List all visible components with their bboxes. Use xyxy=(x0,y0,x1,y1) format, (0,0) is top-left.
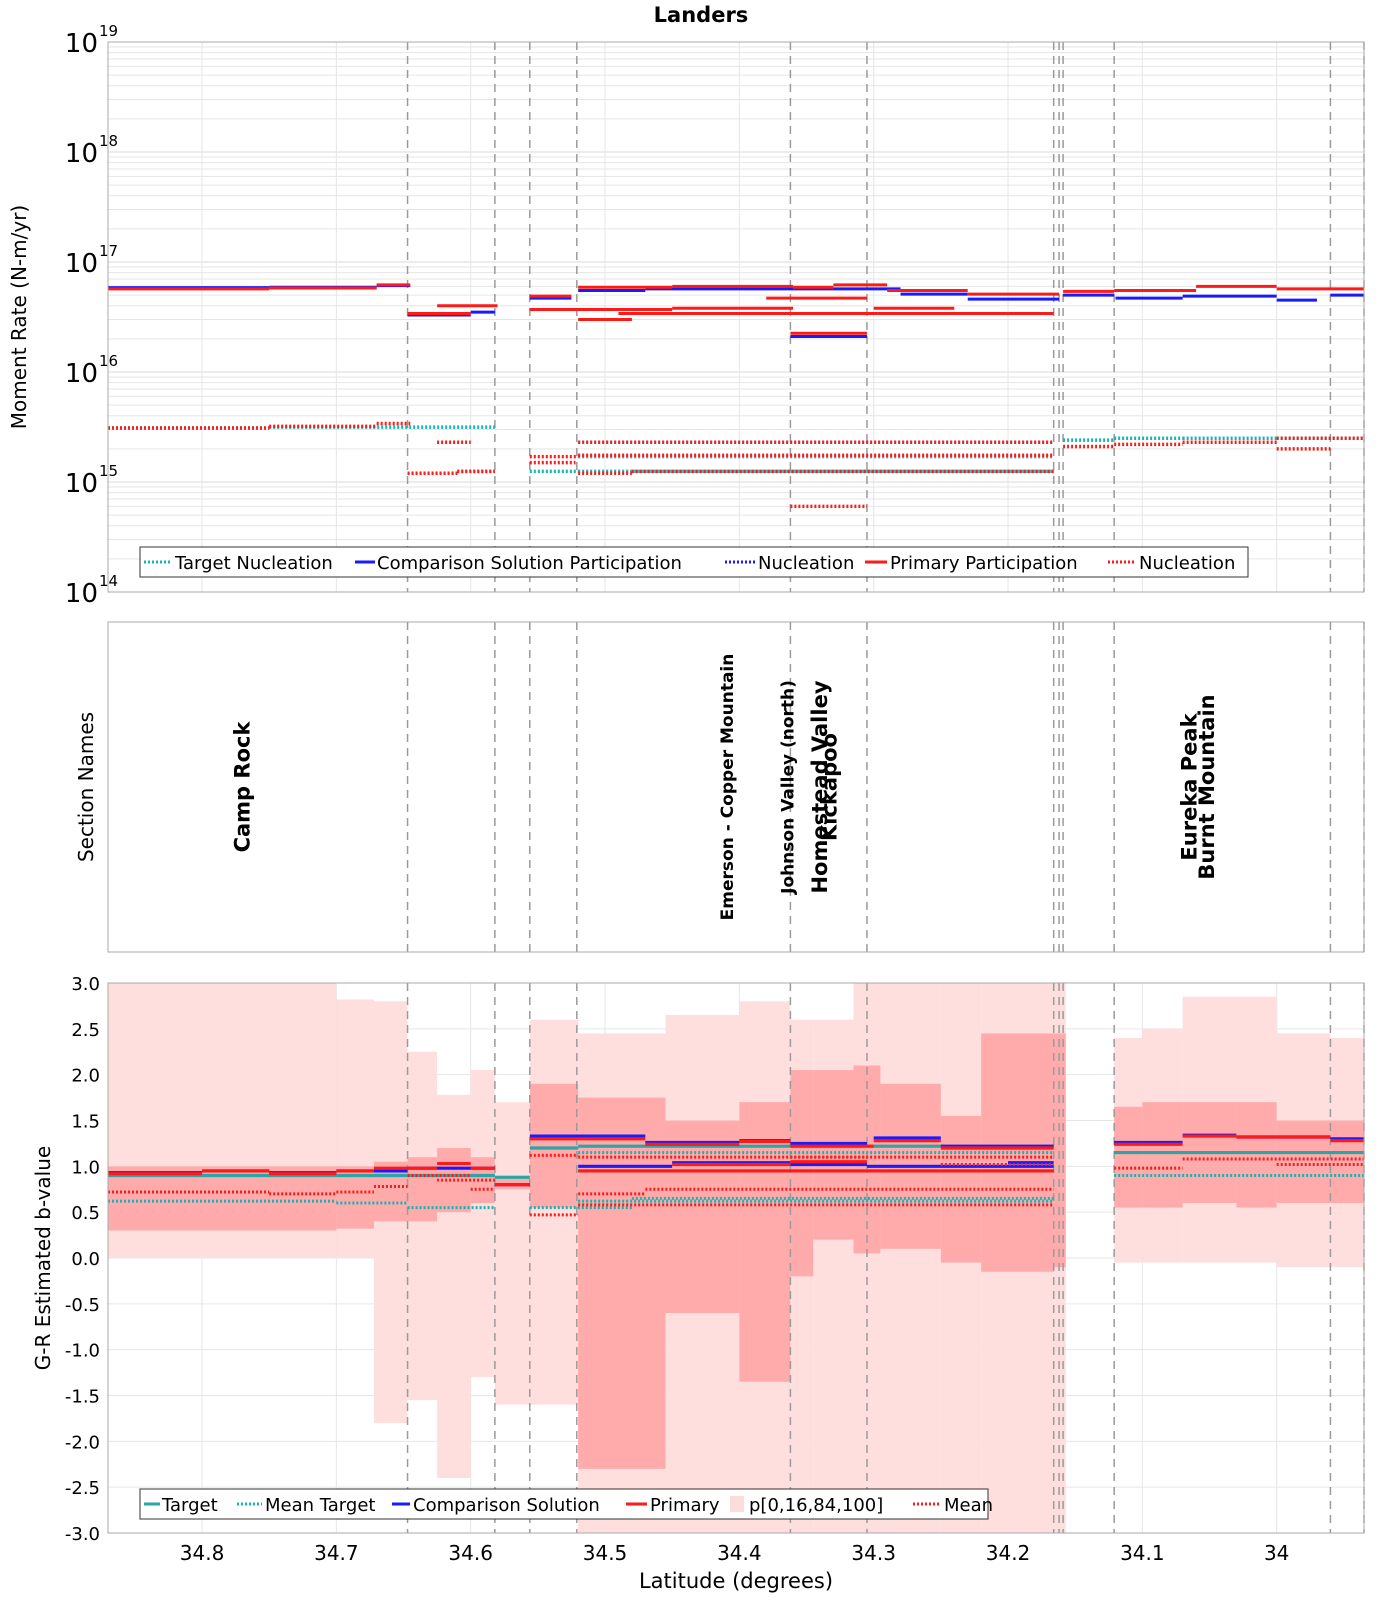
band-p16-p84 xyxy=(1114,1106,1143,1208)
legend-label-target-nucleation: Target Nucleation xyxy=(174,553,333,574)
y-tick-exponent: 18 xyxy=(99,132,118,150)
band-p16-p84 xyxy=(813,1070,854,1240)
y-tick-exponent: 14 xyxy=(99,572,118,590)
x-tick-label: 34.8 xyxy=(180,1541,225,1565)
band-p16-p84 xyxy=(529,1083,579,1208)
section-name-label: Homestead Valley xyxy=(808,680,832,893)
section-name-label: Johnson Valley (north) xyxy=(778,680,798,895)
y-tick-label: -2.0 xyxy=(65,1432,100,1453)
x-tick-label: 34 xyxy=(1264,1541,1289,1565)
y-tick-label: 10 xyxy=(65,579,98,609)
b-value-y-ticks: 3.0 2.5 2.0 1.5 1.0 0.5 0.0 -0.5 -1.0 -1.5 -2.0 -2.… xyxy=(65,974,100,1545)
b-value-x-ticks: 34.8 34.7 34.6 34.5 34.4 34.3 34.2 34.1 34 xyxy=(180,1541,1290,1565)
y-tick-label: -1.5 xyxy=(65,1387,100,1408)
y-tick-label: 3.0 xyxy=(71,974,100,995)
section-name-label: Kickapoo xyxy=(817,733,841,841)
b-value-percentile-bands xyxy=(108,983,1364,1533)
legend-label-percentiles: p[0,16,84,100] xyxy=(749,1495,883,1516)
b-value-panel: 3.0 2.5 2.0 1.5 1.0 0.5 0.0 -0.5 -1.0 -1.5 -2.0 -2.… xyxy=(31,974,1365,1593)
section-names-panel: Section Names Camp Rock Emerson - Copper … xyxy=(74,621,1365,953)
moment-rate-series xyxy=(108,283,1364,509)
band-p16-p84 xyxy=(1142,1102,1183,1208)
x-tick-label: 34.7 xyxy=(314,1541,359,1565)
legend-label-mean: Mean xyxy=(944,1495,993,1516)
band-p16-p84 xyxy=(578,1097,666,1469)
band-p0-p100 xyxy=(494,1102,530,1405)
section-name-label: Eureka Peak xyxy=(1177,712,1201,860)
legend-label-primary-nucleation: Nucleation xyxy=(1139,553,1235,574)
y-tick-exponent: 19 xyxy=(99,22,118,40)
band-p0-p100 xyxy=(529,1019,579,1405)
moment-rate-frame xyxy=(107,41,1365,593)
x-tick-label: 34.4 xyxy=(717,1541,762,1565)
section-name-label: Camp Rock xyxy=(230,721,254,853)
x-tick-label: 34.6 xyxy=(448,1541,493,1565)
band-p16-p84 xyxy=(665,1120,740,1313)
b-value-legend: Target Mean Target Comparison Solution P… xyxy=(139,1488,993,1520)
legend-label-mean-target: Mean Target xyxy=(265,1495,375,1516)
y-tick-label: -1.0 xyxy=(65,1341,100,1362)
section-name-label: Emerson - Copper Mountain xyxy=(718,654,738,921)
x-tick-label: 34.1 xyxy=(1120,1541,1165,1565)
legend-label-primary-participation: Primary Participation xyxy=(890,553,1078,574)
legend-label-primary: Primary xyxy=(650,1495,720,1516)
legend-label-comparison-participation: Comparison Solution Participation xyxy=(377,553,682,574)
band-p0-p100 xyxy=(880,983,941,1533)
b-value-frame xyxy=(107,982,1365,1534)
band-p16-p84 xyxy=(981,1033,1054,1272)
legend-label-comparison-nucleation: Nucleation xyxy=(758,553,854,574)
band-p16-p84 xyxy=(1236,1102,1277,1208)
x-tick-label: 34.2 xyxy=(986,1541,1031,1565)
moment-rate-ylabel: Moment Rate (N-m/yr) xyxy=(7,205,31,429)
y-tick-label: 2.0 xyxy=(71,1066,100,1087)
y-tick-label: -3.0 xyxy=(65,1524,100,1545)
b-value-series xyxy=(108,1133,1364,1217)
y-tick-exponent: 17 xyxy=(99,242,118,260)
moment-rate-legend: Target Nucleation Comparison Solution Pa… xyxy=(139,546,1249,578)
section-name-label: Burnt Mountain xyxy=(1195,694,1219,879)
band-p0-p100 xyxy=(407,1051,438,1401)
section-names-frame xyxy=(107,621,1365,953)
y-tick-label: 0.5 xyxy=(71,1203,100,1224)
legend-swatch-percentiles xyxy=(730,1496,744,1512)
chart-title: Landers xyxy=(654,3,749,27)
x-tick-label: 34.5 xyxy=(583,1541,628,1565)
band-p16-p84 xyxy=(790,1070,814,1277)
y-tick-label: 1.5 xyxy=(71,1112,100,1133)
y-tick-label: 10 xyxy=(65,359,98,389)
section-names-boundaries xyxy=(406,622,1365,952)
band-p16-p84 xyxy=(1330,1120,1364,1203)
band-p16-p84 xyxy=(1276,1120,1331,1203)
y-tick-label: 0.0 xyxy=(71,1249,100,1270)
y-tick-exponent: 16 xyxy=(99,352,118,370)
y-tick-label: -0.5 xyxy=(65,1295,100,1316)
y-tick-label: 10 xyxy=(65,139,98,169)
b-value-ylabel: G-R Estimated b-value xyxy=(31,1146,55,1370)
band-p0-p100 xyxy=(470,1070,495,1378)
moment-rate-legend-box xyxy=(139,546,1249,578)
y-tick-label: 10 xyxy=(65,29,98,59)
y-tick-label: 10 xyxy=(65,469,98,499)
b-value-legend-box xyxy=(139,1488,989,1520)
moment-rate-section-boundaries xyxy=(406,42,1365,592)
x-axis-label: Latitude (degrees) xyxy=(639,1569,833,1593)
band-p16-p84 xyxy=(739,1102,791,1382)
y-tick-label: -2.5 xyxy=(65,1478,100,1499)
x-tick-label: 34.3 xyxy=(851,1541,896,1565)
y-tick-label: 10 xyxy=(65,249,98,279)
y-tick-label: 1.0 xyxy=(71,1157,100,1178)
legend-label-target: Target xyxy=(161,1495,218,1516)
section-name-labels: Camp Rock Emerson - Copper Mountain Johnso… xyxy=(230,654,1219,921)
legend-label-comparison-solution: Comparison Solution xyxy=(413,1495,600,1516)
y-tick-label: 2.5 xyxy=(71,1020,100,1041)
moment-rate-grid xyxy=(108,41,1364,593)
section-names-ylabel: Section Names xyxy=(74,712,98,862)
y-tick-exponent: 15 xyxy=(99,462,118,480)
